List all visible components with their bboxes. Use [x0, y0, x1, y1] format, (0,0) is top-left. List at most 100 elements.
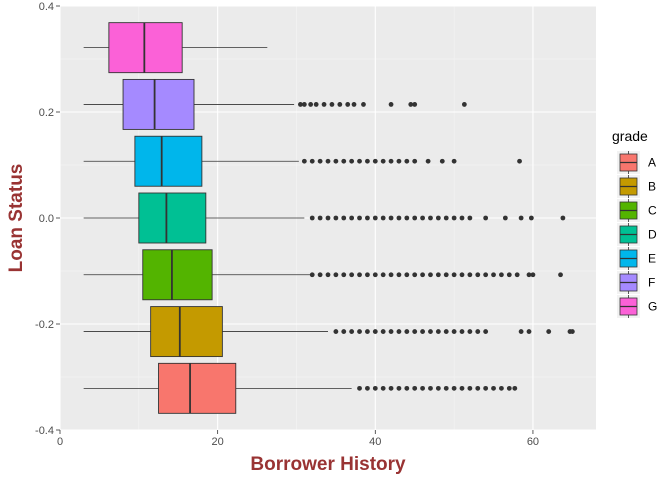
outlier-point: [372, 329, 378, 334]
outlier-point: [526, 329, 532, 334]
iqr-box: [158, 362, 237, 414]
outlier-point: [443, 272, 449, 278]
outlier-point: [451, 329, 457, 334]
outlier-point: [518, 215, 524, 221]
legend-label: C: [648, 204, 657, 218]
outlier-point: [298, 102, 303, 107]
outlier-point: [341, 272, 347, 278]
outlier-point: [396, 272, 402, 278]
iqr-box: [134, 135, 203, 187]
outlier-point: [321, 102, 327, 107]
box-e: [83, 135, 522, 187]
outlier-point: [341, 215, 347, 221]
legend-item-c: C: [617, 199, 657, 222]
legend-label: D: [648, 228, 657, 242]
outlier-point: [404, 158, 410, 164]
outlier-point: [428, 215, 433, 221]
outlier-point: [337, 102, 343, 107]
outlier-point: [514, 272, 520, 278]
outlier-point: [443, 215, 449, 221]
outlier-point: [309, 215, 315, 221]
outlier-point: [428, 385, 433, 391]
outlier-point: [502, 215, 508, 221]
outlier-point: [333, 158, 339, 164]
outlier-point: [467, 215, 473, 221]
outlier-point: [435, 385, 441, 391]
outlier-point: [412, 329, 418, 334]
outlier-point: [365, 329, 370, 334]
outlier-point: [349, 329, 355, 334]
x-tick-label: 20: [212, 436, 224, 448]
x-tick-label: 0: [57, 436, 63, 448]
box-f: [83, 78, 467, 130]
outlier-point: [569, 329, 575, 334]
outlier-point: [380, 215, 386, 221]
outlier-point: [388, 329, 394, 334]
outlier-point: [412, 215, 418, 221]
outlier-point: [349, 272, 355, 278]
outlier-point: [483, 329, 489, 334]
outlier-point: [349, 215, 355, 221]
outlier-point: [380, 158, 386, 164]
outlier-point: [428, 272, 433, 278]
outlier-point: [412, 158, 418, 164]
outlier-point: [365, 158, 370, 164]
outlier-point: [459, 385, 465, 391]
outlier-point: [309, 272, 315, 278]
outlier-point: [483, 272, 489, 278]
y-tick-label: 0.0: [39, 213, 54, 225]
legend-item-d: D: [617, 223, 657, 246]
outlier-point: [372, 385, 378, 391]
outlier-point: [308, 102, 314, 107]
outlier-point: [435, 272, 441, 278]
outlier-point: [365, 215, 370, 221]
box-g: [83, 22, 268, 74]
outlier-point: [425, 158, 431, 164]
outlier-point: [404, 329, 410, 334]
outlier-point: [412, 102, 418, 107]
outlier-point: [546, 329, 552, 334]
y-tick-label: -0.2: [35, 319, 54, 331]
axes: 0 20 40 60 -0.4 -0.2 0.0 0.2 0.4: [35, 1, 539, 448]
outlier-point: [372, 158, 378, 164]
legend-title: grade: [612, 128, 648, 144]
legend-item-b: B: [617, 175, 656, 198]
outlier-point: [388, 272, 394, 278]
outlier-point: [483, 215, 489, 221]
outlier-point: [526, 272, 532, 278]
outlier-point: [349, 158, 355, 164]
legend-item-a: A: [617, 151, 656, 174]
box-b: [83, 306, 575, 358]
outlier-point: [506, 272, 512, 278]
outlier-point: [325, 215, 331, 221]
outlier-point: [396, 329, 402, 334]
outlier-point: [345, 102, 351, 107]
outlier-point: [475, 272, 481, 278]
outlier-point: [404, 385, 410, 391]
iqr-box: [142, 249, 213, 301]
outlier-point: [404, 272, 410, 278]
outlier-point: [357, 272, 362, 278]
outlier-point: [428, 329, 433, 334]
outlier-point: [435, 215, 441, 221]
outlier-point: [435, 329, 441, 334]
legend-label: G: [648, 300, 657, 314]
outlier-point: [420, 215, 425, 221]
outlier-point: [351, 102, 357, 107]
outlier-point: [396, 158, 402, 164]
x-tick-label: 60: [527, 436, 539, 448]
outlier-point: [412, 272, 418, 278]
x-tick-label: 40: [369, 436, 381, 448]
outlier-point: [396, 385, 402, 391]
outlier-point: [558, 272, 563, 278]
outlier-point: [451, 272, 457, 278]
legend-label: A: [648, 156, 656, 170]
x-axis-title: Borrower History: [250, 454, 406, 475]
outlier-point: [483, 385, 489, 391]
outlier-point: [388, 385, 394, 391]
outlier-point: [317, 272, 323, 278]
outlier-point: [357, 329, 362, 334]
outlier-point: [388, 215, 394, 221]
